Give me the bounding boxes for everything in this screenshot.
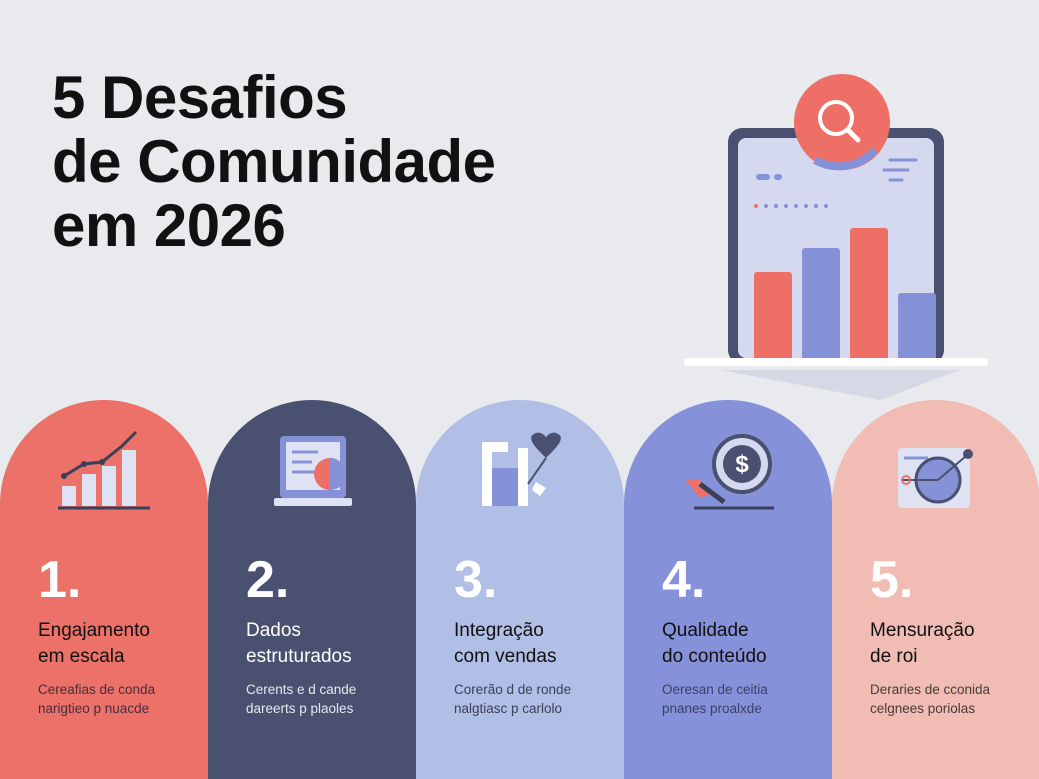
desc-line: pnanes proalxde <box>662 701 762 716</box>
desc-line: celgnees poriolas <box>870 701 976 716</box>
title-line: em 2026 <box>52 192 286 259</box>
dollar-coin-icon: $ <box>686 434 774 510</box>
desc-line: Cerents e d cande <box>246 682 357 697</box>
title-line: de roi <box>870 646 918 667</box>
title-line: Qualidade <box>662 620 749 641</box>
page-title: 5 Desafios de Comunidade em 2026 <box>52 66 496 258</box>
title-line: Engajamento <box>38 620 150 641</box>
challenge-card-4: $ 4. Qualidade do conteúdo Oeresan de cei… <box>624 400 832 779</box>
svg-text:$: $ <box>735 451 749 478</box>
challenge-number: 3. <box>454 551 498 609</box>
target-gauge-icon <box>898 448 973 508</box>
challenge-description: Deraries de cconida celgnees poriolas <box>870 680 990 718</box>
challenge-number: 5. <box>870 551 914 609</box>
challenge-title: Integração com vendas <box>454 618 556 670</box>
challenge-title: Dados estruturados <box>246 618 352 670</box>
data-screen-icon <box>274 436 352 506</box>
desc-line: Oeresan de ceitia <box>662 682 768 697</box>
challenge-title: Engajamento em escala <box>38 618 150 670</box>
desc-line: Corerão d de ronde <box>454 682 572 697</box>
title-line: de Comunidade <box>52 128 496 195</box>
challenge-description: Corerão d de ronde nalgtiasc p carlolo <box>454 680 571 718</box>
challenge-card-1: 1. Engajamento em escala Cereafias de con… <box>0 400 208 779</box>
challenge-description: Cereafias de conda narigtieo p nuacde <box>38 680 155 718</box>
title-line: com vendas <box>454 646 557 667</box>
challenge-number: 4. <box>662 551 706 609</box>
challenge-title: Mensuração de roi <box>870 618 975 670</box>
puzzle-heart-icon <box>482 432 561 506</box>
title-line: estruturados <box>246 646 352 667</box>
challenge-number: 2. <box>246 551 290 609</box>
desc-line: Cereafias de conda <box>38 682 156 697</box>
challenge-description: Oeresan de ceitia pnanes proalxde <box>662 680 768 718</box>
title-line: 5 Desafios <box>52 64 348 131</box>
challenge-description: Cerents e d cande dareerts p plaoles <box>246 680 356 718</box>
challenge-card-2: 2. Dados estruturados Cerents e d cande da… <box>208 400 416 779</box>
title-line: Integração <box>454 620 544 641</box>
tablet-bar-chart-search-icon <box>684 74 988 400</box>
desc-line: narigtieo p nuacde <box>38 701 150 716</box>
desc-line: dareerts p plaoles <box>246 701 354 716</box>
challenge-number: 1. <box>38 551 82 609</box>
desc-line: nalgtiasc p carlolo <box>454 701 563 716</box>
title-line: em escala <box>38 646 125 667</box>
challenge-card-5: 5. Mensuração de roi Deraries de cconida c… <box>832 400 1039 779</box>
challenge-title: Qualidade do conteúdo <box>662 618 767 670</box>
title-line: do conteúdo <box>662 646 767 667</box>
challenge-card-3: 3. Integração com vendas Corerão d de ron… <box>416 400 624 779</box>
title-line: Dados <box>246 620 301 641</box>
desc-line: Deraries de cconida <box>870 682 991 697</box>
growth-chart-icon <box>58 430 150 510</box>
title-line: Mensuração <box>870 620 975 641</box>
